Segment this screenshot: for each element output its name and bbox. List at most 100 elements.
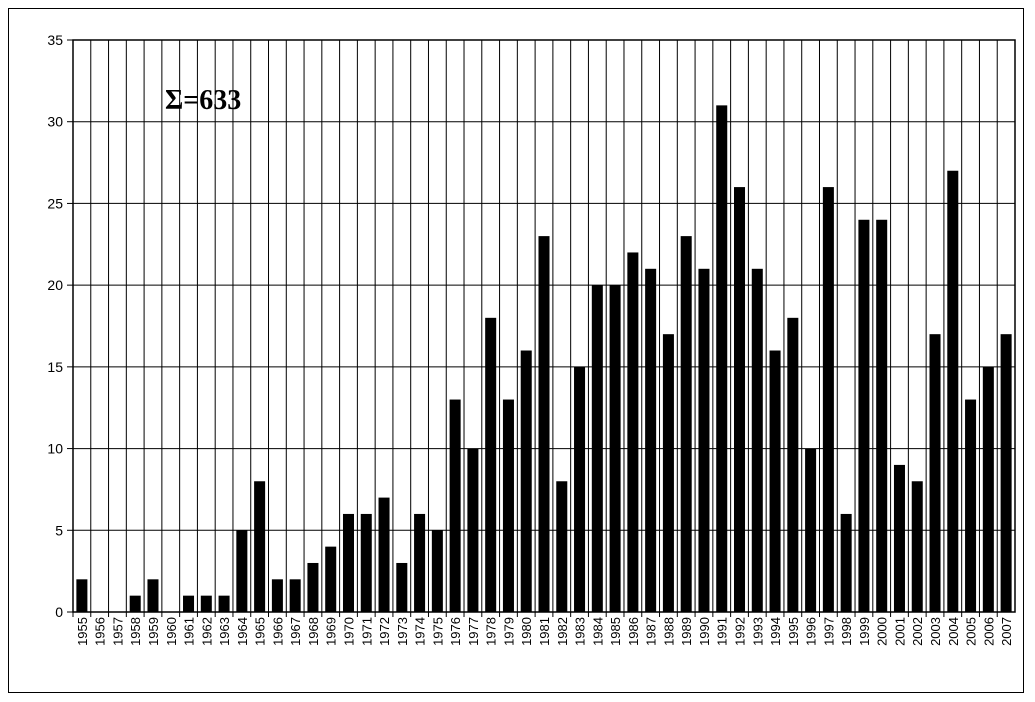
bar-1989 <box>680 236 692 612</box>
bar-1961 <box>183 595 195 612</box>
bar-2007 <box>1000 334 1012 612</box>
x-axis-ticks: 1955 1956 1957 1958 1959 1960 1961 1962 1963 1964… <box>72 612 1014 646</box>
bar-1985 <box>609 285 621 612</box>
x-tick-label: 1968 <box>306 617 321 646</box>
y-tick-label: 5 <box>55 522 63 538</box>
bar-1975 <box>431 530 443 612</box>
x-tick-label: 1989 <box>679 617 694 646</box>
x-tick-label: 1986 <box>626 617 641 646</box>
bar-2001 <box>893 464 905 612</box>
bar-2002 <box>911 481 923 612</box>
bar-2005 <box>965 399 977 612</box>
bar-1988 <box>662 334 674 612</box>
bar-1969 <box>325 546 337 612</box>
x-tick-label: 2005 <box>964 617 979 646</box>
bar-2000 <box>876 219 888 612</box>
x-tick-label: 1982 <box>555 617 570 646</box>
chart-frame: 0 5 10 15 20 25 30 35 1955 1956 1957 1958 1959 1960 1… <box>8 8 1024 693</box>
x-tick-label: 1967 <box>288 617 303 646</box>
x-tick-label: 1991 <box>715 617 730 646</box>
y-tick-label: 10 <box>47 441 63 457</box>
axes <box>72 39 1016 613</box>
bar-1972 <box>378 497 390 612</box>
bar-1963 <box>218 595 230 612</box>
bar-1968 <box>307 562 319 612</box>
bar-2004 <box>947 170 959 612</box>
y-tick-label: 20 <box>47 277 63 293</box>
x-tick-label: 1993 <box>750 617 765 646</box>
bar-1983 <box>574 366 586 612</box>
x-tick-label: 1977 <box>466 617 481 646</box>
bar-1984 <box>591 285 603 612</box>
bar-1997 <box>822 187 834 613</box>
bar-1987 <box>645 268 657 612</box>
x-tick-label: 1998 <box>839 617 854 646</box>
bar-1993 <box>751 268 763 612</box>
x-tick-label: 1969 <box>324 617 339 646</box>
x-tick-label: 1958 <box>128 617 143 646</box>
bar-1976 <box>449 399 461 612</box>
bar-1955 <box>76 579 88 612</box>
x-tick-label: 2003 <box>928 617 943 646</box>
x-tick-label: 1975 <box>430 617 445 646</box>
x-tick-label: 1965 <box>253 617 268 646</box>
x-tick-label: 1994 <box>768 617 783 646</box>
x-tick-label: 2002 <box>910 617 925 646</box>
x-tick-label: 1997 <box>821 617 836 646</box>
bar-1966 <box>271 579 283 612</box>
x-tick-label: 1992 <box>733 617 748 646</box>
y-tick-label: 25 <box>47 195 63 211</box>
x-tick-label: 2000 <box>875 617 890 646</box>
bar-2003 <box>929 334 941 612</box>
x-tick-label: 1988 <box>661 617 676 646</box>
x-tick-label: 1990 <box>697 617 712 646</box>
y-tick-label: 35 <box>47 32 63 48</box>
x-tick-label: 1978 <box>484 617 499 646</box>
x-tick-label: 1962 <box>199 617 214 646</box>
bar-1999 <box>858 219 870 612</box>
x-tick-label: 1957 <box>110 617 125 646</box>
x-tick-label: 1971 <box>359 617 374 646</box>
bar-1965 <box>254 481 266 612</box>
x-tick-label: 1996 <box>804 617 819 646</box>
bar-2006 <box>982 366 994 612</box>
bar-1967 <box>289 579 301 612</box>
bar-1981 <box>538 236 550 612</box>
bar-1971 <box>360 513 372 612</box>
bar-1959 <box>147 579 159 612</box>
x-tick-label: 2007 <box>999 617 1014 646</box>
y-axis-ticks: 0 5 10 15 20 25 30 35 <box>47 32 73 620</box>
x-tick-label: 1999 <box>857 617 872 646</box>
x-tick-label: 1961 <box>182 617 197 646</box>
y-tick-label: 15 <box>47 359 63 375</box>
bar-1970 <box>342 513 355 612</box>
x-tick-label: 1960 <box>164 617 179 646</box>
bar-1958 <box>129 595 141 612</box>
x-tick-label: 1956 <box>93 617 108 646</box>
grid-lines <box>73 39 1015 613</box>
x-tick-label: 1981 <box>537 617 552 646</box>
bar-1973 <box>396 562 408 612</box>
bar-1998 <box>840 513 852 612</box>
x-tick-label: 1970 <box>341 617 356 646</box>
x-tick-label: 1983 <box>573 617 588 646</box>
x-tick-label: 1963 <box>217 617 232 646</box>
bar-1979 <box>502 399 514 612</box>
bars <box>76 105 1012 613</box>
x-tick-label: 1959 <box>146 617 161 646</box>
x-tick-label: 1987 <box>644 617 659 646</box>
bar-1992 <box>733 187 746 613</box>
x-tick-label: 2001 <box>892 617 907 646</box>
bar-1996 <box>805 448 817 612</box>
bar-1974 <box>414 513 426 612</box>
x-tick-label: 1972 <box>377 617 392 646</box>
x-tick-label: 1979 <box>501 617 516 646</box>
bar-1977 <box>467 448 479 612</box>
bar-1986 <box>627 252 639 612</box>
bar-1978 <box>485 317 497 612</box>
bar-1964 <box>236 530 248 612</box>
sum-annotation: Σ=633 <box>165 85 241 116</box>
x-tick-label: 1995 <box>786 617 801 646</box>
x-tick-label: 2004 <box>946 617 961 646</box>
bar-1991 <box>716 105 728 612</box>
